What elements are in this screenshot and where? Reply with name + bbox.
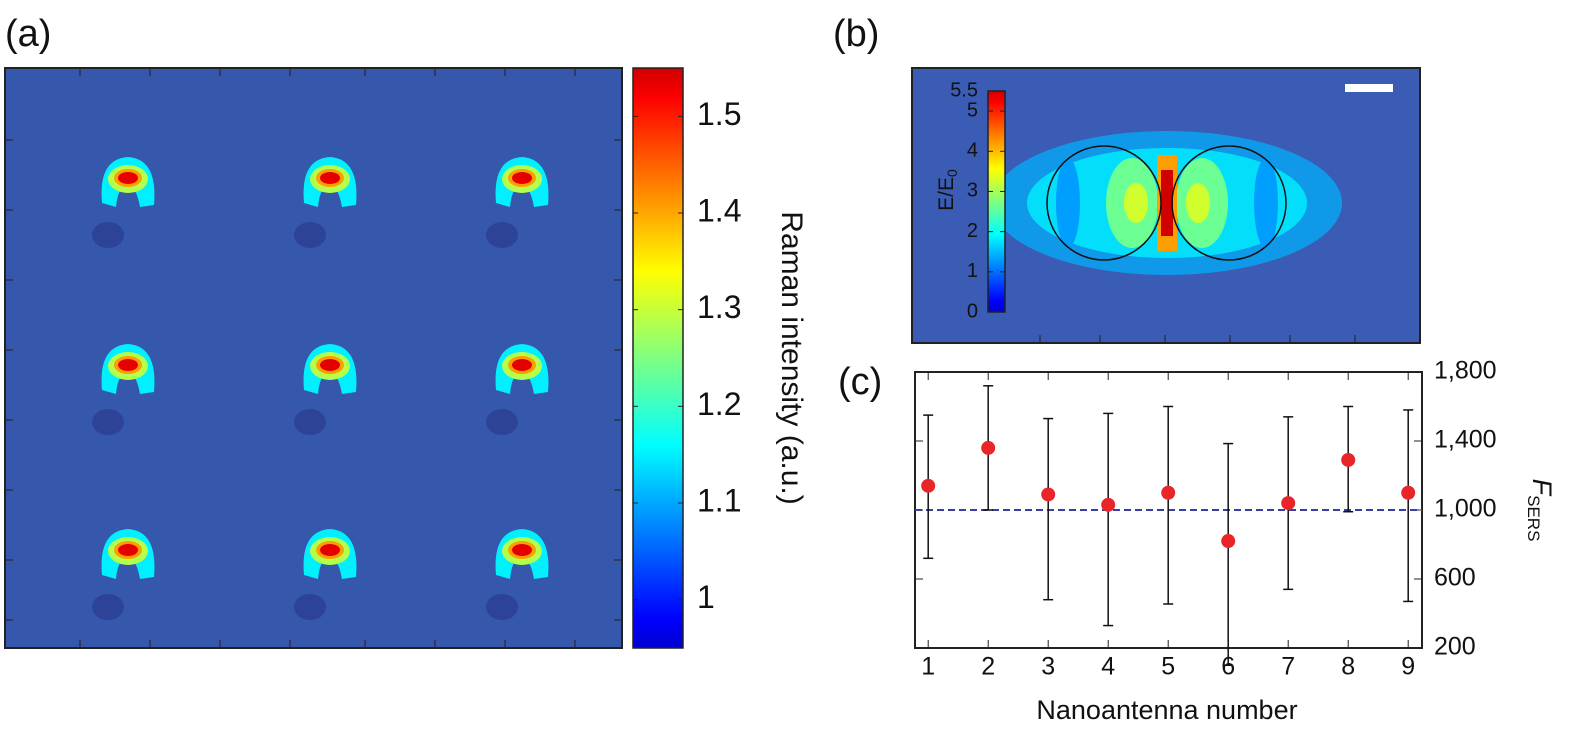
x-tick-label: 3	[1041, 653, 1055, 681]
data-point	[1221, 534, 1236, 549]
data-point	[1101, 497, 1116, 512]
shadow	[486, 594, 518, 620]
x-tick-label: 4	[1101, 653, 1115, 681]
x-tick-label: 6	[1221, 653, 1235, 681]
data-point	[1401, 485, 1416, 500]
colorbar-tick-label: 2	[967, 220, 978, 242]
spot	[118, 172, 138, 184]
shadow	[92, 594, 124, 620]
shadow	[92, 409, 124, 435]
particle-outline	[1171, 145, 1287, 261]
shadow	[294, 409, 326, 435]
label-sub: 0	[944, 169, 960, 177]
x-tick-label: 7	[1281, 653, 1295, 681]
label-text: E/E	[935, 177, 958, 211]
colorbar-tick-label: 1	[697, 579, 715, 615]
x-tick-label: 5	[1161, 653, 1175, 681]
spot	[320, 359, 340, 371]
frame	[4, 67, 623, 649]
x-tick-label: 9	[1401, 653, 1415, 681]
shadow	[294, 594, 326, 620]
colorbar-tick-label: 1.5	[697, 96, 741, 132]
x-axis-label: Nanoantenna number	[1036, 695, 1297, 725]
field	[1186, 183, 1210, 223]
spot	[512, 544, 532, 556]
shadow	[486, 222, 518, 248]
spot	[320, 172, 340, 184]
data-point	[921, 478, 936, 493]
data-point	[981, 440, 996, 455]
colorbar-tick-label: 1.1	[697, 482, 741, 518]
field	[1056, 158, 1080, 248]
shadow	[92, 222, 124, 248]
field	[1254, 158, 1278, 248]
panel-label: (b)	[833, 13, 879, 55]
x-tick-label: 8	[1341, 653, 1355, 681]
panel-label: (a)	[5, 13, 51, 55]
field	[1124, 183, 1148, 223]
label-text: F	[1527, 479, 1557, 497]
y-axis-label: FSERS	[1524, 479, 1557, 542]
label-sub: SERS	[1524, 495, 1543, 541]
data-point	[1341, 452, 1356, 467]
spot	[512, 359, 532, 371]
colorbar-tick-label: 5.5	[950, 79, 978, 101]
colorbar-label: E/E0	[935, 169, 960, 211]
shadow	[294, 222, 326, 248]
data-point	[1041, 487, 1056, 502]
colorbar-tick-label: 5	[967, 99, 978, 121]
y-tick-label: 200	[1434, 633, 1476, 661]
field	[1161, 170, 1173, 236]
data-point	[1281, 496, 1296, 511]
y-tick-label: 1,800	[1434, 357, 1497, 385]
y-tick-label: 1,000	[1434, 495, 1497, 523]
shadow	[486, 409, 518, 435]
colorbar-tick-label: 1	[967, 260, 978, 282]
colorbar	[987, 90, 1006, 313]
x-tick-label: 2	[981, 653, 995, 681]
image-content	[92, 131, 1342, 620]
colorbar-tick-label: 1.4	[697, 192, 741, 228]
spot	[118, 544, 138, 556]
spot	[320, 544, 340, 556]
colorbar-tick-label: 0	[967, 300, 978, 322]
spot	[512, 172, 532, 184]
colorbar	[632, 67, 684, 649]
y-tick-label: 600	[1434, 564, 1476, 592]
x-tick-label: 1	[921, 653, 935, 681]
colorbar-tick-label: 4	[967, 140, 978, 162]
frame	[911, 67, 1421, 344]
colorbar-label: Raman intensity (a.u.)	[775, 211, 808, 504]
colorbar-tick-label: 3	[967, 180, 978, 202]
panel-label: (c)	[838, 361, 882, 403]
scale-bar	[1345, 84, 1393, 92]
particle-outline	[1046, 145, 1162, 261]
spot	[118, 359, 138, 371]
data-point	[1161, 485, 1176, 500]
colorbar-tick-label: 1.3	[697, 289, 741, 325]
y-tick-label: 1,400	[1434, 426, 1497, 454]
colorbar-tick-label: 1.2	[697, 386, 741, 422]
